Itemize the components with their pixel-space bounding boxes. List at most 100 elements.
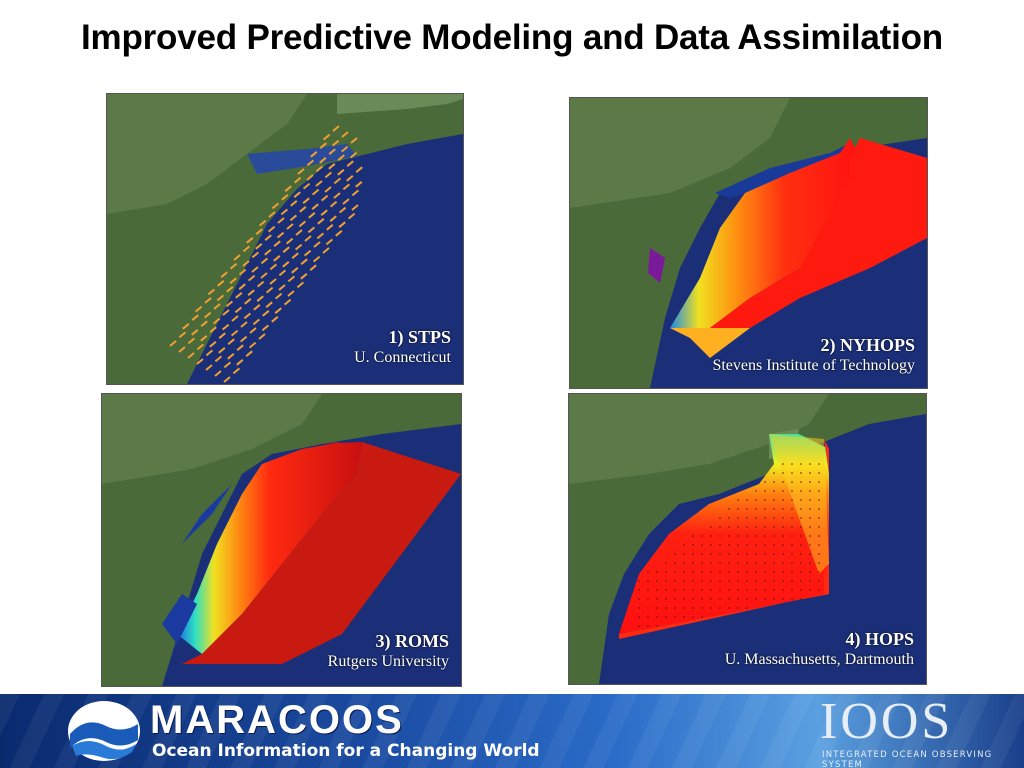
current-vector xyxy=(260,272,268,279)
current-vector-dot xyxy=(710,553,712,555)
current-vector-dot xyxy=(719,607,721,609)
current-vector-dot xyxy=(782,589,784,591)
current-vector xyxy=(311,203,319,210)
current-vector-dot xyxy=(737,571,739,573)
current-vector xyxy=(223,376,231,383)
current-vector xyxy=(274,292,283,300)
current-vector-dot xyxy=(818,481,820,483)
current-vector xyxy=(231,315,239,322)
current-vector-dot xyxy=(683,571,685,573)
current-vector xyxy=(324,171,333,179)
model-panel-nyhops: 2) NYHOPS Stevens Institute of Technolog… xyxy=(569,97,928,389)
current-vector-dot xyxy=(710,571,712,573)
current-vector-dot xyxy=(791,562,793,564)
current-vector-dot xyxy=(800,499,802,501)
current-vector xyxy=(315,165,324,173)
current-vector xyxy=(287,290,295,297)
current-vector-dot xyxy=(764,535,766,537)
current-vector-dot xyxy=(809,463,811,465)
current-vector-dot xyxy=(782,508,784,510)
current-vector-dot xyxy=(719,544,721,546)
current-vector-dot xyxy=(773,472,775,474)
current-vector xyxy=(320,194,329,202)
roms-caption: 3) ROMS Rutgers University xyxy=(328,630,449,672)
current-vector-dot xyxy=(773,580,775,582)
current-vector xyxy=(242,260,250,267)
current-vector-dot xyxy=(800,544,802,546)
current-vector-dot xyxy=(755,526,757,528)
current-vector xyxy=(302,197,310,204)
current-vector-dot xyxy=(764,598,766,600)
current-vector-dot xyxy=(665,607,667,609)
current-vector-dot xyxy=(755,580,757,582)
current-vector xyxy=(300,273,308,280)
current-vector-dot xyxy=(674,580,676,582)
current-vector xyxy=(329,215,337,222)
current-vector-dot xyxy=(656,616,658,618)
current-vector-dot xyxy=(728,544,730,546)
current-vector xyxy=(246,237,254,244)
current-vector-dot xyxy=(764,499,766,501)
current-vector xyxy=(278,269,287,277)
current-vector-dot xyxy=(683,553,685,555)
current-vector xyxy=(234,306,243,314)
current-vector-dot xyxy=(773,490,775,492)
current-vector xyxy=(322,247,330,254)
current-vector-dot xyxy=(665,571,667,573)
current-vector-dot xyxy=(800,472,802,474)
current-vector xyxy=(303,249,312,257)
current-vector-dot xyxy=(692,598,694,600)
current-vector-dot xyxy=(746,544,748,546)
hops-model-name: 4) HOPS xyxy=(845,629,914,649)
current-vector xyxy=(299,206,307,213)
current-vector-dot xyxy=(782,481,784,483)
current-vector-dot xyxy=(782,535,784,537)
current-vector-dot xyxy=(656,589,658,591)
current-vector xyxy=(283,298,292,306)
maracoos-tagline: Ocean Information for a Changing World xyxy=(152,741,540,761)
current-vector-dot xyxy=(746,580,748,582)
current-vector-dot xyxy=(764,553,766,555)
current-vector-dot xyxy=(791,490,793,492)
current-vector xyxy=(306,159,315,167)
current-vector-dot xyxy=(764,490,766,492)
current-vector-dot xyxy=(692,616,694,618)
current-vector-dot xyxy=(692,544,694,546)
model-panel-roms: 3) ROMS Rutgers University xyxy=(101,393,462,687)
current-vector-dot xyxy=(818,580,820,582)
current-vector xyxy=(349,151,358,159)
current-vector xyxy=(244,298,252,305)
current-vector xyxy=(271,316,279,323)
current-vector-dot xyxy=(692,571,694,573)
current-vector-dot xyxy=(674,598,676,600)
current-vector-dot xyxy=(638,589,640,591)
current-vector-dot xyxy=(773,571,775,573)
current-vector xyxy=(253,304,261,311)
current-vector xyxy=(341,131,349,138)
current-vector xyxy=(236,359,244,366)
current-vector-dot xyxy=(737,589,739,591)
current-vector xyxy=(284,185,292,192)
current-vector xyxy=(298,220,307,228)
current-vector xyxy=(315,180,323,187)
current-vector-dot xyxy=(674,571,676,573)
current-vector-dot xyxy=(755,598,757,600)
current-vector xyxy=(310,151,318,158)
current-vector xyxy=(169,340,177,347)
current-vector xyxy=(243,312,252,320)
current-vector xyxy=(205,364,213,371)
nyhops-model-name: 2) NYHOPS xyxy=(820,335,916,355)
current-vector-dot xyxy=(692,535,694,537)
current-vector-dot xyxy=(656,607,658,609)
current-vector-dot xyxy=(818,562,820,564)
current-vector-dot xyxy=(800,589,802,591)
current-vector-dot xyxy=(674,553,676,555)
current-vector xyxy=(306,174,314,181)
current-vector xyxy=(282,246,290,253)
current-vector xyxy=(333,177,342,185)
model-panel-stps: 1) STPS U. Connecticut xyxy=(106,93,464,385)
current-vector-dot xyxy=(692,553,694,555)
current-vector-dot xyxy=(764,589,766,591)
current-vector-dot xyxy=(647,616,649,618)
current-vector-dot xyxy=(755,553,757,555)
